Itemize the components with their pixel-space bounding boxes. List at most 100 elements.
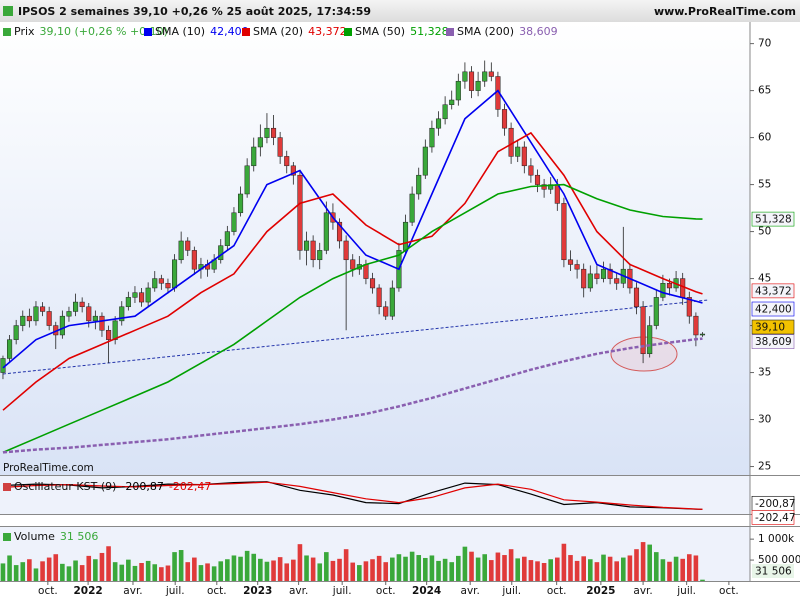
candle-body (455, 80, 461, 101)
sma-line (2, 131, 703, 411)
candle-body (317, 250, 323, 261)
volume-bar (27, 559, 32, 581)
y-tick-label: 500 000 (758, 554, 800, 566)
candle-body (350, 259, 356, 270)
legend-entry: SMA (50) 51,328 (355, 25, 449, 38)
volume-bar (462, 546, 468, 581)
legend-swatch (3, 28, 11, 36)
price-tag: 42,400 (755, 304, 792, 316)
volume-bar (634, 549, 639, 581)
volume-bar (13, 565, 19, 581)
volume-bar (442, 558, 448, 581)
y-tick-label: 65 (758, 85, 771, 97)
volume-bar (495, 552, 501, 581)
volume-bar (145, 560, 151, 581)
candle-body (303, 240, 310, 251)
x-tick-label: 2025 (586, 585, 615, 597)
candle-body (475, 80, 481, 91)
candle-body (251, 146, 257, 167)
kst-tag: -202,47 (755, 512, 796, 524)
price-tag: 51,328 (755, 214, 792, 226)
volume-bar (469, 551, 474, 581)
watermark: ProRealTime.com (3, 462, 94, 474)
candle-body (178, 240, 184, 261)
candle-body (594, 273, 600, 279)
volume-bar (594, 562, 600, 581)
candle-body (73, 301, 79, 312)
volume-bar (409, 551, 415, 581)
volume-bar (350, 562, 356, 581)
sma-line (2, 183, 703, 454)
candle-body (106, 330, 112, 340)
candle-body (640, 306, 646, 355)
x-tick-label: oct. (207, 585, 227, 597)
x-tick-label: avr. (289, 585, 308, 597)
candle-body (647, 325, 653, 355)
volume-bar (436, 560, 441, 581)
candle-body (20, 315, 26, 326)
candle-body (92, 315, 98, 322)
volume-bar (211, 566, 217, 581)
header-icon (3, 6, 13, 16)
y-tick-label: 55 (758, 179, 771, 191)
volume-bar (139, 563, 144, 581)
legend-text: SMA (20) (253, 25, 303, 38)
volume-tag-box (752, 564, 794, 578)
candle-body (515, 146, 521, 157)
volume-bar (198, 565, 204, 581)
volume-bar (548, 559, 554, 581)
volume-bar (304, 555, 309, 581)
volume-bar (99, 552, 105, 581)
legend-text: 39,10 (+0,26 % +0,10) (40, 25, 168, 38)
volume-bar (653, 552, 659, 581)
candle-body (284, 156, 290, 167)
volume-bar (238, 556, 243, 581)
price-tag-box (751, 211, 795, 227)
candle-body (429, 127, 435, 148)
candle-body (59, 315, 65, 336)
volume-bar (429, 555, 435, 581)
x-tick-label: 2023 (243, 585, 272, 597)
legend-text: 31 506 (60, 530, 99, 543)
legend-text: 43,372 (308, 25, 347, 38)
x-tick-label: juil. (332, 585, 352, 597)
volume-bar (291, 559, 296, 581)
volume-bar (218, 561, 224, 581)
candle-body (145, 287, 151, 303)
y-tick-label: 25 (758, 461, 771, 473)
candle-body (310, 240, 316, 261)
legend-swatch (446, 28, 454, 36)
candle-body (442, 104, 448, 120)
volume-bar (475, 557, 481, 581)
volume-bar (403, 556, 408, 581)
candle-body (528, 165, 534, 176)
candle-body (231, 212, 237, 232)
candle-body (508, 127, 514, 157)
volume-bar (7, 555, 12, 581)
volume-tag: 31 506 (755, 566, 792, 578)
volume-bar (112, 562, 118, 581)
legend-entry: Oscillateur KST (9) -200,87 -202,47 (14, 480, 211, 493)
candle-body (501, 109, 508, 129)
volume-bar (178, 550, 184, 581)
volume-bar (686, 554, 692, 581)
volume-bar (297, 544, 303, 581)
volume-bar (66, 566, 72, 581)
candle-body (33, 306, 39, 322)
legend-swatch (144, 28, 152, 36)
last-price-tag: 39,10 (755, 322, 785, 334)
candle-body (139, 292, 145, 303)
x-tick-label: juil. (676, 585, 696, 597)
volume-bar (390, 557, 395, 581)
candle-body (614, 278, 620, 284)
candle-body (257, 137, 263, 148)
y-tick-label: 60 (758, 132, 771, 144)
volume-bar (396, 554, 402, 581)
legend-text: Oscillateur KST (9) (14, 480, 116, 493)
header-bar (0, 0, 800, 22)
legend-text: Volume (14, 530, 55, 543)
legend-entry: Prix 39,10 (+0,26 % +0,10) (14, 25, 168, 38)
volume-bar (40, 561, 45, 581)
candle-body (270, 127, 277, 138)
kst-tag-box (751, 510, 795, 525)
